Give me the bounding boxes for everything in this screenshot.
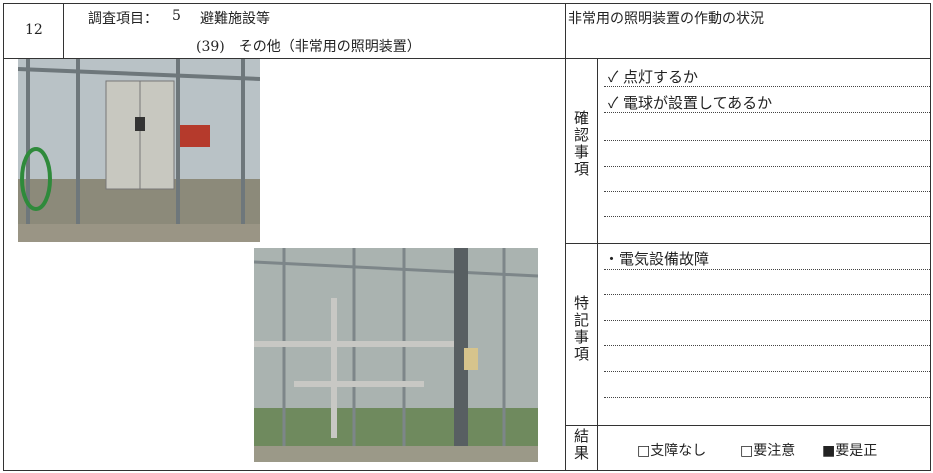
frame — [3, 3, 931, 471]
rule — [63, 3, 64, 58]
dotted-rule — [604, 269, 930, 270]
dotted-rule — [604, 166, 930, 167]
remark-item: ・電気設備故障 — [604, 250, 710, 268]
confirmation-label: 確認事項 — [572, 110, 590, 178]
rule — [3, 58, 930, 59]
item-name: 避難施設等 — [200, 11, 270, 27]
dotted-rule — [604, 112, 930, 113]
check-item: ✓ 電球が設置してあるか — [608, 94, 773, 112]
result-label: 結果 — [572, 428, 590, 462]
photo-panel — [18, 59, 260, 242]
dotted-rule — [604, 371, 930, 372]
dotted-rule — [604, 397, 930, 398]
dotted-rule — [604, 140, 930, 141]
remarks-label: 特記事項 — [572, 295, 590, 363]
result-option: □要注意 — [740, 443, 796, 459]
result-option: ■要是正 — [822, 443, 878, 459]
dotted-rule — [604, 216, 930, 217]
dotted-rule — [604, 345, 930, 346]
photo-piping — [254, 248, 538, 462]
dotted-rule — [604, 320, 930, 321]
rule — [597, 58, 598, 470]
result-option: □支障なし — [637, 443, 707, 459]
check-title: 非常用の照明装置の作動の状況 — [568, 11, 764, 27]
item-label: 調査項目： — [88, 11, 158, 27]
rule — [565, 243, 930, 244]
dotted-rule — [604, 191, 930, 192]
rule — [565, 425, 930, 426]
rule — [565, 3, 566, 470]
item-code: 5 — [172, 8, 181, 24]
check-item: ✓ 点灯するか — [608, 68, 699, 86]
dotted-rule — [604, 294, 930, 295]
dotted-rule — [604, 86, 930, 87]
sub-item: (39) その他（非常用の照明装置） — [196, 39, 421, 55]
item-number: 12 — [25, 22, 43, 38]
